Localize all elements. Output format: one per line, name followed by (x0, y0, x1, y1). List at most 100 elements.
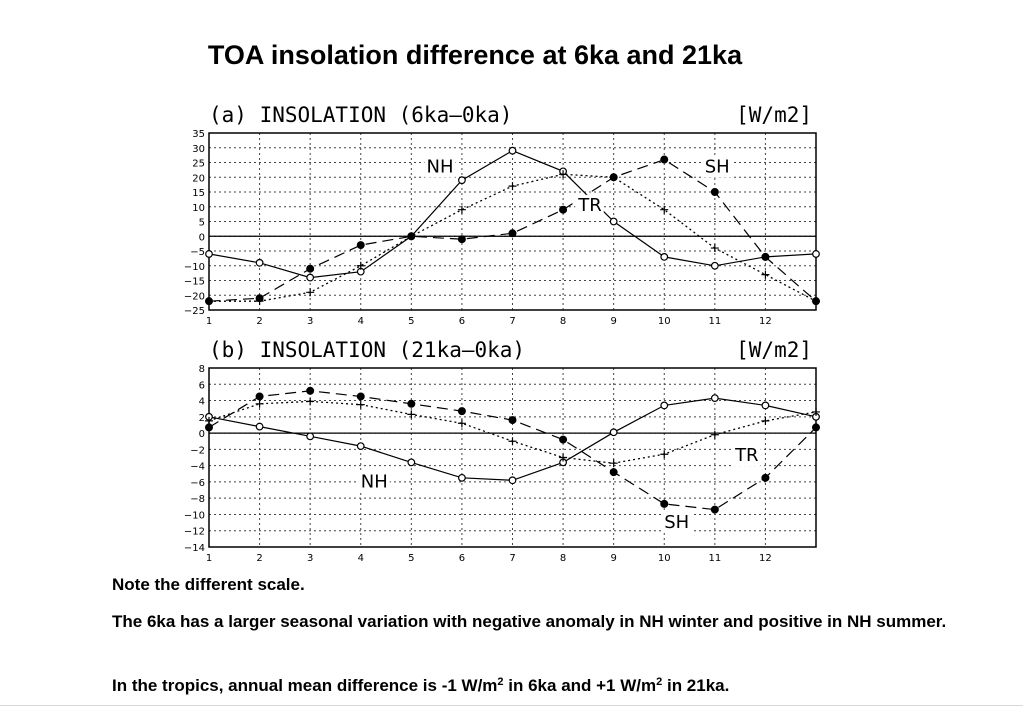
note3-text-b: in 6ka and +1 W/m (503, 676, 657, 695)
panel-b-series-tr-point (306, 397, 315, 406)
panel-a-xtick-label: 2 (256, 316, 262, 327)
panel-b-series-tr-point (407, 410, 416, 419)
panel-b-ytick-label: −12 (184, 527, 205, 538)
panel-a-series-nh-point (508, 146, 517, 155)
panel-b-series-sh-point (508, 416, 517, 425)
panel-b-series-sh-point (407, 399, 416, 408)
panel-a-series-nh-point (660, 252, 669, 261)
panel-b-xtick-label: 3 (307, 553, 313, 564)
panel-a-xtick-label: 1 (206, 316, 212, 327)
panel-a-title: (a) INSOLATION (6ka–0ka) (209, 103, 512, 127)
panel-b-ytick-label: −2 (190, 445, 205, 456)
panel-a-series-nh-point (710, 261, 719, 270)
panel-b-series-tr-point (255, 399, 264, 408)
panel-a-xtick-label: 7 (509, 316, 515, 327)
panel-b-series-nh-point (306, 432, 315, 441)
panel-a-ytick-label: −15 (184, 277, 205, 288)
panel-a-series-tr-point (205, 297, 213, 306)
panel-b-ytick-label: 2 (199, 413, 205, 424)
panel-b-title: (b) INSOLATION (21ka–0ka) (209, 338, 525, 362)
panel-a-series-nh-point (255, 258, 264, 267)
panel-b-series-tr-point (710, 430, 719, 439)
panel-a-xtick-label: 12 (759, 316, 772, 327)
panel-b-series-tr-point (457, 419, 466, 428)
panel-b-series-sh-point (356, 392, 365, 401)
panel-b-series-sh-point (812, 423, 820, 432)
panel-a-ytick-label: −10 (184, 262, 205, 273)
panel-a-series-tr-point (306, 288, 315, 297)
bottom-divider (0, 705, 1023, 706)
panel-b-series-nh-point (710, 394, 719, 403)
panel-b-series-nh-point (761, 401, 770, 410)
panel-a-ytick-label: 30 (192, 144, 205, 155)
panel-b-series-nh-point (356, 442, 365, 451)
panel-b-ytick-label: 4 (199, 397, 205, 408)
panel-b-annotation-bg (662, 511, 692, 533)
note-different-scale: Note the different scale. (112, 575, 305, 594)
panel-b-xtick-label: 6 (459, 553, 465, 564)
panel-b-annotation-bg (732, 445, 761, 467)
panel-b-series-nh-point (255, 422, 264, 431)
panel-b-ytick-label: −6 (190, 478, 205, 489)
panel-b-frame (208, 367, 817, 548)
panel-a-annotation-nh: NH (427, 156, 454, 177)
panel-b-series-sh-point (710, 505, 719, 514)
panel-b-annotation-sh: SH (664, 512, 689, 533)
panel-a-series-sh-point (761, 252, 770, 261)
panel-b-ytick-label: −8 (190, 494, 205, 505)
panel-b-series-sh-point (457, 407, 466, 416)
panel-a-series-tr-point (660, 205, 669, 214)
panel-b-series-nh-point (660, 401, 669, 410)
panel-a-xtick-label: 5 (408, 316, 414, 327)
panel-b-xtick-label: 12 (759, 553, 772, 564)
panel-a-ytick-label: 5 (199, 218, 205, 229)
note3-superscript-1: 2 (497, 676, 504, 688)
panel-a-xtick-label: 10 (658, 316, 671, 327)
panel-b-annotation-nh: NH (361, 471, 388, 492)
panel-b-annotation-tr: TR (734, 445, 759, 466)
panel-b-ytick-label: 6 (199, 380, 205, 391)
panel-a-frame (208, 132, 817, 311)
panel-a-series-tr-point (559, 170, 568, 179)
charts-figure: (a) INSOLATION (6ka–0ka) [W/m2]3530252015… (184, 103, 820, 564)
panel-b-series-tr-point (508, 437, 517, 446)
panel-b-series-tr-point (660, 450, 669, 459)
panel-a-series-tr-point (255, 297, 264, 306)
panel-a-ytick-label: 15 (192, 188, 205, 199)
panel-a-series-sh-point (508, 229, 517, 238)
panel-b-series-sh-point (609, 468, 618, 477)
panel-a-ytick-label: 25 (192, 159, 205, 170)
panel-b-series-sh-point (205, 423, 213, 432)
panel-b-xtick-label: 8 (560, 553, 566, 564)
panel-a-xtick-label: 6 (459, 316, 465, 327)
panel-a-series-tr-point (508, 182, 517, 191)
panel-a-annotation-tr: TR (577, 195, 602, 216)
panel-a-series-tr-point (609, 173, 618, 182)
panel-b-series-nh-point (609, 428, 618, 437)
panel-a-series-tr-point (407, 232, 416, 241)
panel-a-ytick-label: −20 (184, 291, 205, 302)
panel-b-ytick-label: 0 (199, 429, 205, 440)
panel-b-xtick-label: 9 (610, 553, 616, 564)
panel-a-series-sh-point (457, 235, 466, 244)
panel-a-annotation-bg (702, 156, 732, 178)
panel-b-xtick-label: 10 (658, 553, 671, 564)
note3-text-c: in 21ka. (662, 676, 730, 695)
panel-a-xtick-label: 9 (610, 316, 616, 327)
panel-b-xtick-label: 4 (358, 553, 364, 564)
panel-a-xtick-label: 11 (708, 316, 721, 327)
panel-b-series-tr-point (761, 416, 770, 425)
panel-a-series-nh-point (812, 250, 820, 258)
panel-a-series-tr-point (761, 270, 770, 279)
panel-a-series-nh-point (306, 273, 315, 282)
panel-a-annotation-bg (424, 156, 456, 178)
panel-a-ytick-label: 35 (192, 129, 205, 140)
panel-a-group: (a) INSOLATION (6ka–0ka) [W/m2]3530252015… (184, 103, 820, 327)
panel-b-series-nh-point (458, 473, 466, 482)
panel-b-series-tr-point (609, 459, 618, 468)
panel-b-group: (b) INSOLATION (21ka–0ka) [W/m2] 8 6 4 2 0 −2 −4… (184, 338, 820, 564)
panel-b-ytick-label: −10 (184, 510, 205, 521)
panel-b-series-nh-point (407, 458, 416, 467)
slide-title: TOA insolation difference at 6ka and 21k… (207, 40, 743, 70)
panel-b-series-tr-point (356, 400, 365, 409)
